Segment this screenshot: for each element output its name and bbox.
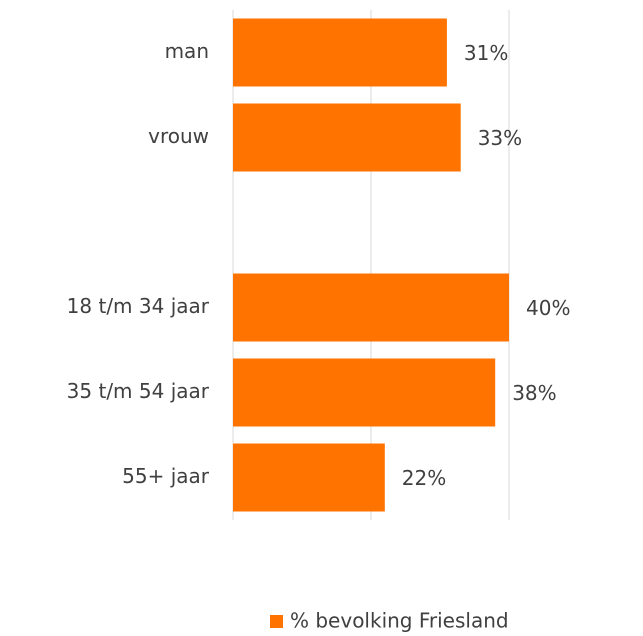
y-tick-label: vrouw xyxy=(148,124,209,148)
bar xyxy=(233,18,447,87)
bar xyxy=(233,358,496,427)
legend-swatch xyxy=(270,615,283,628)
y-tick-label: 55+ jaar xyxy=(122,464,210,488)
y-tick-label: man xyxy=(165,39,209,63)
y-tick-label: 18 t/m 34 jaar xyxy=(67,294,210,318)
bar xyxy=(233,273,509,342)
data-label: 38% xyxy=(512,381,556,405)
bar xyxy=(233,443,385,512)
y-tick-label: 35 t/m 54 jaar xyxy=(67,379,210,403)
legend-label: % bevolking Friesland xyxy=(290,609,509,633)
data-label: 31% xyxy=(464,41,508,65)
data-label: 40% xyxy=(526,296,570,320)
bar xyxy=(233,103,461,172)
data-label: 33% xyxy=(478,126,522,150)
data-label: 22% xyxy=(402,466,446,490)
